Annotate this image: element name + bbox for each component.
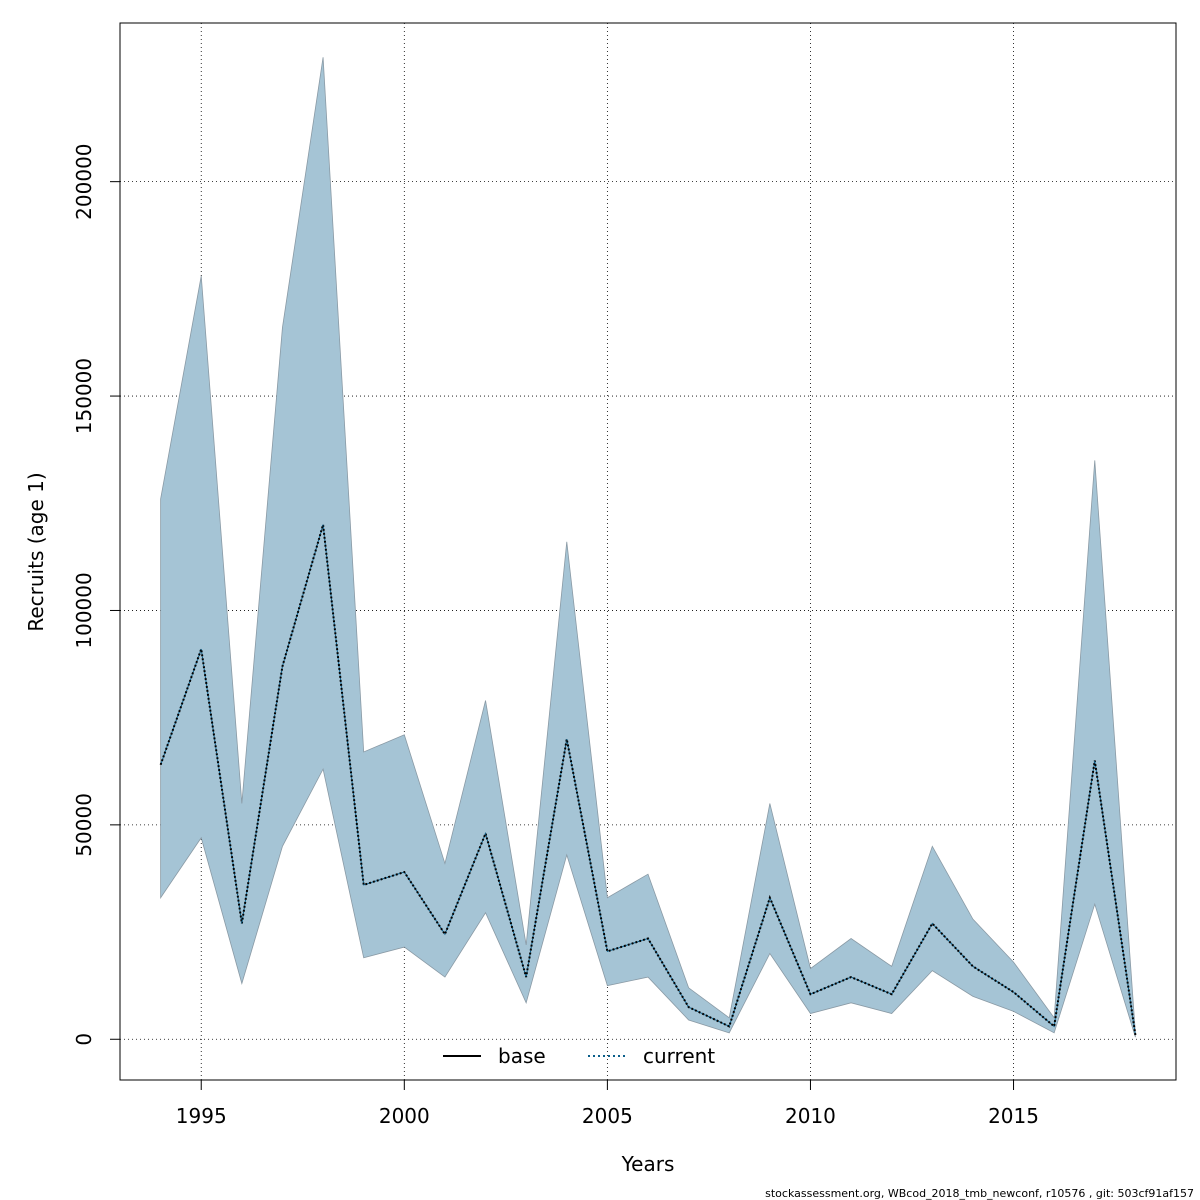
y-tick-label-0: 0 — [72, 1033, 96, 1046]
y-axis: 0 50000 100000 150000 200000 — [72, 143, 120, 1046]
series-lines — [159, 524, 1137, 1036]
x-tick-label-2015: 2015 — [988, 1104, 1039, 1128]
y-tick-label-150000: 150000 — [72, 358, 96, 434]
x-tick-label-2010: 2010 — [785, 1104, 836, 1128]
legend: base current — [443, 1044, 715, 1068]
plot-frame — [119, 22, 1177, 1081]
x-axis: 1995 2000 2005 2010 2015 — [176, 1080, 1039, 1128]
y-tick-label-50000: 50000 — [72, 793, 96, 857]
grid — [120, 23, 1176, 1080]
y-tick-label-100000: 100000 — [72, 572, 96, 648]
series-line-current — [159, 524, 1137, 1036]
confidence-band-area — [160, 57, 1136, 1038]
x-tick-label-2000: 2000 — [379, 1104, 430, 1128]
series-line-current-overlay — [160, 524, 1136, 1036]
footer-text: stockassessment.org, WBcod_2018_tmb_newc… — [765, 1187, 1194, 1200]
legend-label-base: base — [498, 1044, 546, 1068]
legend-label-current: current — [643, 1044, 715, 1068]
x-tick-label-1995: 1995 — [176, 1104, 227, 1128]
x-tick-label-2005: 2005 — [582, 1104, 633, 1128]
y-tick-label-200000: 200000 — [72, 143, 96, 219]
y-axis-label: Recruits (age 1) — [24, 472, 48, 631]
confidence-band — [160, 57, 1136, 1038]
x-axis-label: Years — [621, 1152, 675, 1176]
